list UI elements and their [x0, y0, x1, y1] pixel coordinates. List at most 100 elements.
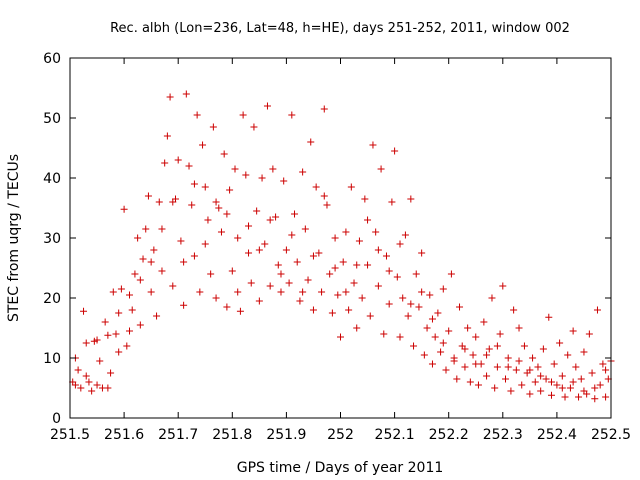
- data-point: [71, 381, 79, 389]
- data-point: [144, 192, 152, 200]
- data-point: [380, 330, 388, 338]
- data-point: [510, 306, 518, 314]
- data-point: [593, 306, 601, 314]
- data-point: [223, 210, 231, 218]
- data-point: [136, 321, 144, 329]
- data-point: [180, 301, 188, 309]
- data-point: [596, 381, 604, 389]
- data-point: [515, 324, 523, 332]
- data-point: [266, 216, 274, 224]
- data-point: [461, 345, 469, 353]
- data-point: [207, 270, 215, 278]
- data-point: [537, 387, 545, 395]
- data-point: [274, 261, 282, 269]
- data-point: [439, 339, 447, 347]
- x-tick-label: 251.5: [50, 427, 90, 443]
- data-point: [188, 201, 196, 209]
- data-point: [223, 303, 231, 311]
- data-point: [558, 372, 566, 380]
- data-point: [493, 363, 501, 371]
- data-point: [277, 288, 285, 296]
- data-point: [437, 348, 445, 356]
- data-point: [266, 282, 274, 290]
- data-point: [377, 165, 385, 173]
- data-point: [550, 360, 558, 368]
- data-point: [123, 342, 131, 350]
- data-point: [288, 111, 296, 119]
- data-point: [272, 213, 280, 221]
- data-point: [196, 288, 204, 296]
- data-point: [491, 384, 499, 392]
- data-point: [469, 351, 477, 359]
- y-tick-label: 60: [43, 51, 61, 67]
- data-point: [515, 357, 523, 365]
- x-tick-label: 251.9: [266, 427, 306, 443]
- x-tick-label: 252.5: [591, 427, 631, 443]
- data-point: [82, 339, 90, 347]
- data-point: [93, 381, 101, 389]
- x-tick-label: 251.8: [212, 427, 252, 443]
- data-point: [312, 183, 320, 191]
- data-point: [364, 216, 372, 224]
- data-point: [456, 303, 464, 311]
- data-point: [558, 384, 566, 392]
- data-point: [396, 240, 404, 248]
- data-point: [293, 258, 301, 266]
- data-point: [331, 264, 339, 272]
- data-point: [415, 303, 423, 311]
- data-point: [580, 348, 588, 356]
- data-point: [250, 123, 258, 131]
- data-point: [128, 306, 136, 314]
- data-point: [418, 249, 426, 257]
- data-point: [309, 252, 317, 260]
- data-point: [537, 372, 545, 380]
- data-point: [426, 291, 434, 299]
- data-point: [115, 309, 123, 317]
- x-axis-label: GPS time / Days of year 2011: [237, 460, 444, 476]
- data-point: [282, 246, 290, 254]
- data-point: [461, 363, 469, 371]
- data-point: [564, 351, 572, 359]
- data-point: [385, 300, 393, 308]
- data-point: [236, 307, 244, 315]
- data-point: [428, 315, 436, 323]
- data-point: [561, 393, 569, 401]
- data-point: [299, 168, 307, 176]
- data-point: [115, 348, 123, 356]
- data-point: [309, 306, 317, 314]
- data-point: [190, 180, 198, 188]
- y-tick-label: 10: [43, 351, 61, 367]
- data-point: [569, 327, 577, 335]
- data-point: [420, 351, 428, 359]
- data-point: [423, 324, 431, 332]
- data-point: [277, 270, 285, 278]
- data-point: [428, 360, 436, 368]
- data-point: [263, 102, 271, 110]
- data-point: [163, 132, 171, 140]
- data-point: [602, 393, 610, 401]
- data-point: [439, 285, 447, 293]
- data-point: [602, 366, 610, 374]
- data-point: [126, 327, 134, 335]
- data-points: [69, 90, 615, 403]
- data-point: [136, 276, 144, 284]
- data-point: [74, 366, 82, 374]
- data-point: [109, 288, 117, 296]
- y-tick-label: 50: [43, 111, 61, 127]
- data-point: [166, 93, 174, 101]
- data-point: [107, 369, 115, 377]
- data-point: [407, 195, 415, 203]
- data-point: [215, 204, 223, 212]
- data-point: [585, 330, 593, 338]
- data-point: [255, 246, 263, 254]
- data-point: [201, 240, 209, 248]
- data-point: [318, 288, 326, 296]
- data-point: [512, 366, 520, 374]
- x-tick-label: 251.7: [158, 427, 198, 443]
- data-point: [161, 159, 169, 167]
- x-axis: 251.5 251.6 251.7 251.8 251.9 252 252.1 252.2 25…: [50, 58, 631, 443]
- data-point: [337, 333, 344, 341]
- data-point: [212, 294, 220, 302]
- data-point: [345, 306, 353, 314]
